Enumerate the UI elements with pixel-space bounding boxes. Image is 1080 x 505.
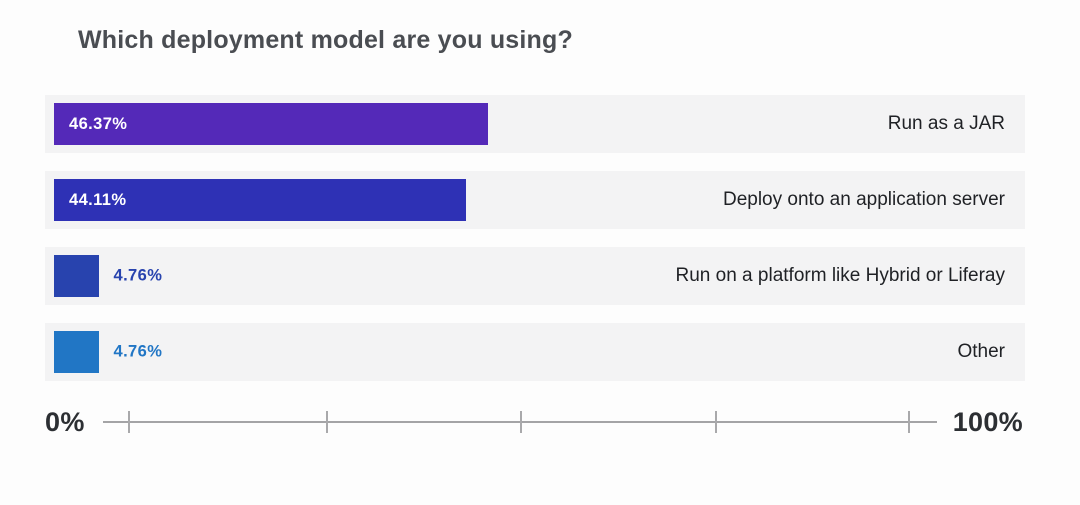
bar [54, 255, 99, 297]
chart-row: 4.76% Other [45, 323, 1025, 381]
chart-row: 4.76% Run on a platform like Hybrid or L… [45, 247, 1025, 305]
axis-tick [127, 411, 130, 433]
category-label: Run on a platform like Hybrid or Liferay [675, 265, 1005, 286]
category-label: Deploy onto an application server [722, 189, 1005, 210]
axis-min-label: 0% [45, 406, 85, 437]
axis-tick [519, 411, 522, 433]
x-axis: 0% 100% [45, 404, 1023, 440]
category-label: Other [957, 341, 1005, 362]
axis-tick [714, 411, 717, 433]
bar: 44.11% [54, 179, 467, 221]
bar [54, 331, 99, 373]
bar: 46.37% [54, 103, 488, 145]
axis-line [102, 411, 937, 433]
value-label: 4.76% [113, 342, 163, 361]
value-label: 44.11% [69, 190, 127, 209]
bar-chart: 46.37% Run as a JAR 44.11% Deploy onto a… [45, 95, 1025, 399]
chart-row: 46.37% Run as a JAR [45, 95, 1025, 153]
axis-tick [907, 411, 910, 433]
chart-row: 44.11% Deploy onto an application server [45, 171, 1025, 229]
value-label: 46.37% [69, 114, 128, 133]
category-label: Run as a JAR [887, 113, 1005, 134]
chart-title: Which deployment model are you using? [78, 26, 573, 54]
value-label: 4.76% [113, 266, 163, 285]
axis-tick [326, 411, 329, 433]
axis-max-label: 100% [952, 406, 1023, 437]
